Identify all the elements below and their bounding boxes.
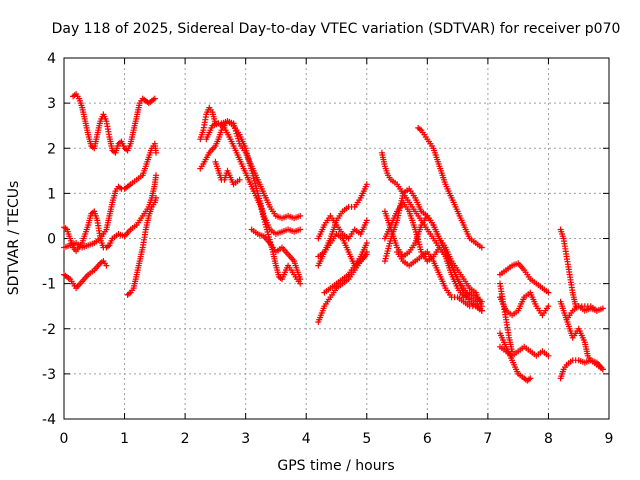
series-markers: [203, 120, 304, 287]
series-markers: [321, 249, 370, 296]
series-markers: [61, 258, 110, 292]
axis-ticks: [63, 57, 610, 420]
x-tick-label: 9: [605, 431, 614, 447]
x-tick-label: 2: [181, 431, 190, 447]
x-tick-labels: 0 1 2 3 4 5 6 7 8 9: [60, 431, 614, 447]
series-markers: [212, 158, 243, 188]
x-tick-label: 7: [483, 431, 492, 447]
chart-title: Day 118 of 2025, Sidereal Day-to-day VTE…: [52, 21, 621, 37]
series-markers: [197, 118, 304, 237]
series-markers: [497, 260, 552, 296]
series-track-15: [321, 249, 370, 296]
x-tick-label: 1: [120, 431, 129, 447]
y-tick-label: -3: [42, 367, 56, 383]
y-tick-label: 1: [47, 186, 56, 202]
y-tick-label: 4: [47, 51, 56, 67]
series-track-30: [563, 303, 600, 323]
x-axis-label: GPS time / hours: [277, 458, 394, 474]
series-track-27: [557, 226, 606, 314]
series-markers: [381, 185, 485, 310]
x-tick-label: 4: [302, 431, 311, 447]
series-track-22: [497, 260, 552, 296]
series-track-8: [203, 120, 304, 287]
series-markers: [70, 91, 158, 156]
y-axis-label: SDTVAR / TECUs: [6, 181, 22, 296]
series-markers: [248, 226, 304, 283]
y-tick-label: 3: [47, 96, 56, 112]
y-tick-label: -2: [42, 322, 56, 338]
series-track-25: [497, 330, 534, 384]
data-series: [61, 91, 606, 384]
series-track-9: [212, 158, 243, 188]
series-markers: [394, 249, 485, 314]
series-track-29: [557, 357, 606, 382]
series-markers: [497, 330, 534, 384]
x-tick-label: 0: [60, 431, 69, 447]
series-markers: [497, 280, 516, 355]
series-track-7: [197, 118, 304, 237]
series-markers: [124, 194, 159, 298]
series-markers: [61, 140, 159, 251]
x-tick-label: 8: [544, 431, 553, 447]
series-track-5: [124, 194, 159, 298]
series-track-19: [381, 185, 485, 310]
y-tick-label: -1: [42, 277, 56, 293]
y-tick-label: 0: [47, 232, 56, 248]
series-markers: [557, 226, 606, 314]
series-markers: [563, 303, 600, 323]
y-tick-label: 2: [47, 141, 56, 157]
x-tick-label: 6: [423, 431, 432, 447]
series-markers: [557, 357, 606, 382]
series-markers: [415, 124, 485, 251]
series-track-21: [394, 249, 485, 314]
y-tick-labels: -4 -3 -2 -1 0 1 2 3 4: [42, 51, 56, 428]
series-track-2: [61, 258, 110, 292]
y-tick-label: -4: [42, 412, 56, 428]
series-track-26: [497, 280, 516, 355]
series-track-3: [70, 91, 158, 156]
x-tick-label: 5: [362, 431, 371, 447]
series-markers: [315, 212, 370, 242]
series-track-20: [415, 124, 485, 251]
series-track-10: [248, 226, 304, 283]
series-track-13: [315, 212, 370, 242]
x-tick-label: 3: [241, 431, 250, 447]
series-track-4: [61, 140, 159, 251]
